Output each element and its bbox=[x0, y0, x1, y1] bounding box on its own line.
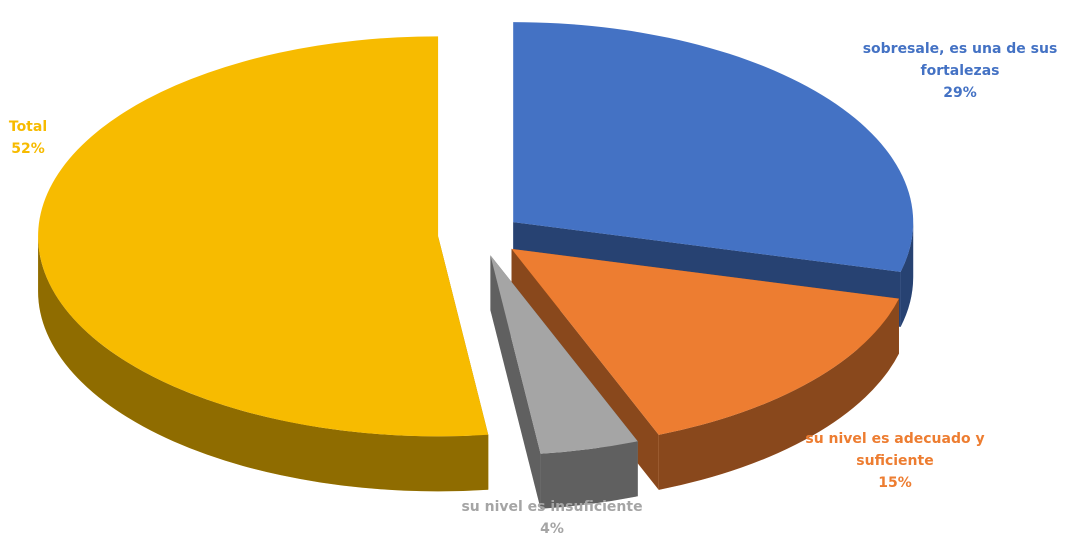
label-value: 4% bbox=[540, 521, 564, 537]
pie-slice bbox=[490, 255, 638, 454]
pie-slice bbox=[511, 248, 899, 435]
slice-side bbox=[540, 441, 638, 509]
pie-tops bbox=[38, 22, 914, 454]
slice-side-shade bbox=[900, 222, 914, 327]
label-value: 52% bbox=[11, 141, 45, 157]
slice-side-shade bbox=[658, 298, 899, 490]
label-name: Total bbox=[8, 119, 48, 135]
slice-side-shade bbox=[490, 255, 541, 509]
data-label: su nivel es insuficiente 4% bbox=[432, 496, 672, 539]
data-label: sobresale, es una de sus fortalezas 29% bbox=[840, 38, 1071, 104]
slice-side bbox=[658, 298, 899, 490]
label-name: su nivel es insuficiente bbox=[461, 499, 643, 515]
slice-side bbox=[490, 255, 541, 509]
slice-side-shade bbox=[540, 441, 638, 509]
slice-side bbox=[900, 222, 914, 327]
slice-side-shade bbox=[38, 236, 489, 492]
slice-side bbox=[38, 236, 489, 492]
pie-slice bbox=[38, 36, 489, 437]
label-name: sobresale, es una de sus fortalezas bbox=[862, 41, 1058, 79]
data-label: Total 52% bbox=[0, 116, 58, 160]
label-value: 15% bbox=[878, 475, 912, 491]
label-value: 29% bbox=[943, 85, 977, 101]
pie-slice bbox=[513, 22, 914, 272]
label-name: su nivel es adecuado y suficiente bbox=[805, 431, 985, 469]
data-label: su nivel es adecuado y suficiente 15% bbox=[785, 428, 1005, 494]
